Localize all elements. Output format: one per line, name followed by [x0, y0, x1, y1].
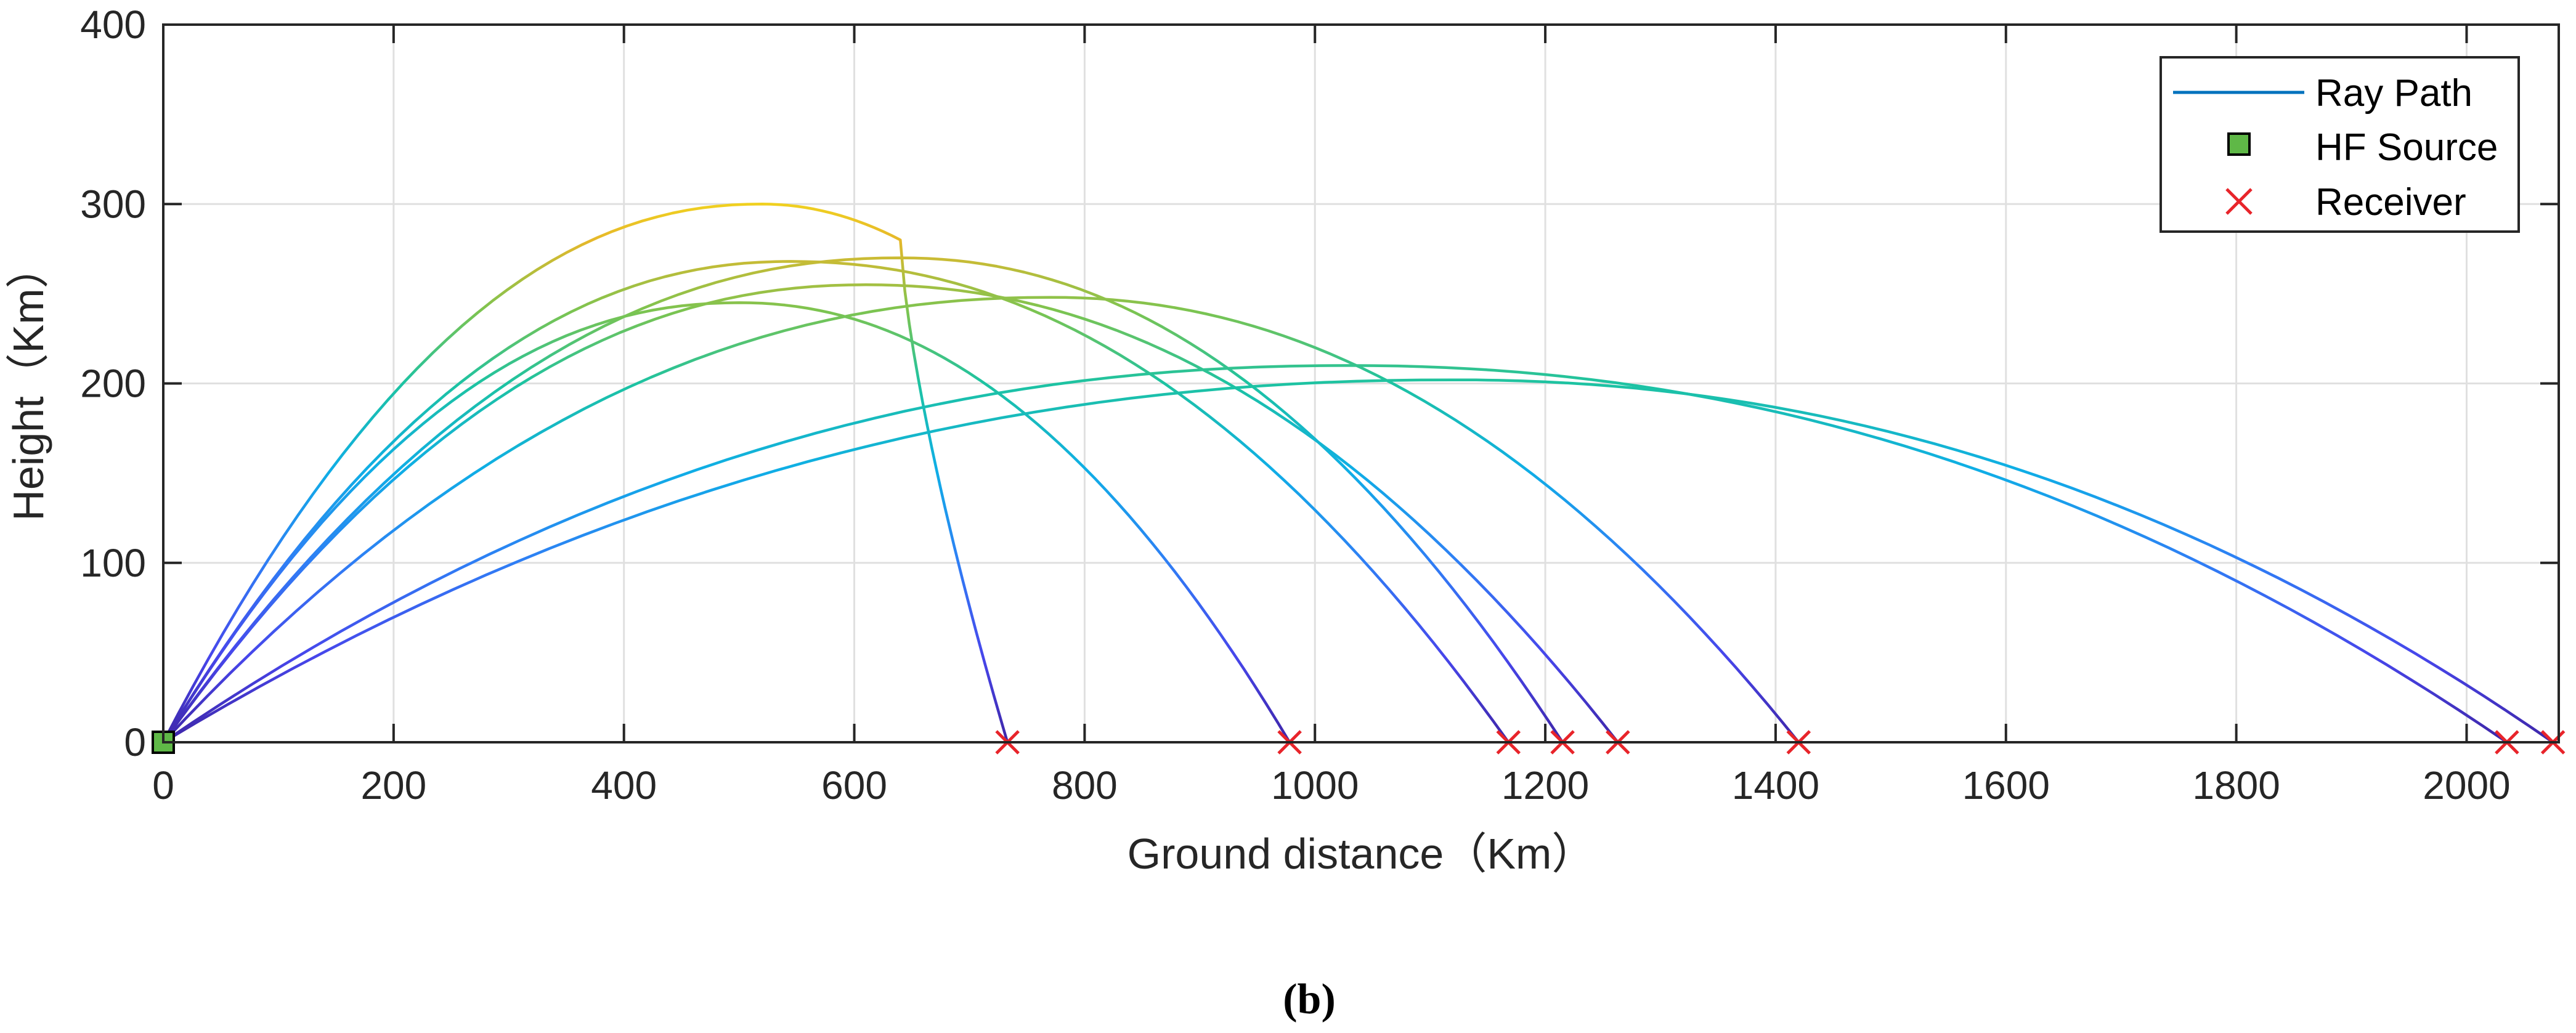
x-tick-label: 1200 — [1501, 763, 1589, 808]
ray-path-ray-5 — [162, 283, 1619, 743]
ray-path-ray-6 — [162, 296, 1800, 743]
ray-path-ray-7 — [162, 364, 2508, 743]
x-tick-label: 0 — [152, 763, 174, 808]
legend: Ray Path HF Source Receiver — [2160, 56, 2520, 233]
y-tick-label: 200 — [80, 362, 146, 406]
x-tick-label: 800 — [1052, 763, 1118, 808]
x-tick-label: 200 — [360, 763, 426, 808]
ray-path-ray-4 — [162, 256, 1564, 743]
legend-label-receiver: Receiver — [2315, 181, 2466, 224]
y-tick-label: 100 — [80, 541, 146, 585]
x-axis-title: Ground distance（Km） — [1128, 830, 1595, 878]
ray-paths — [162, 203, 2554, 743]
legend-label-ray-path: Ray Path — [2315, 72, 2472, 115]
x-tick-label: 400 — [591, 763, 657, 808]
legend-hf-source-swatch — [2227, 132, 2251, 156]
y-tick-label: 400 — [80, 2, 146, 47]
axis-ticks: 0 200 400 600 800 1000 1200 1400 1600 1800 2000 0 10… — [80, 2, 2559, 808]
figure-caption: (b) — [1283, 976, 1336, 1023]
y-tick-label: 300 — [80, 182, 146, 226]
legend-receiver-cross — [2225, 188, 2253, 215]
y-axis-title: Height（Km） — [4, 245, 52, 521]
ray-path-ray-1 — [162, 203, 1009, 743]
ray-path-ray-3 — [162, 260, 1510, 743]
legend-box — [2160, 56, 2520, 233]
x-tick-label: 1600 — [1962, 763, 2050, 808]
x-tick-label: 1800 — [2192, 763, 2280, 808]
y-tick-label: 0 — [124, 720, 146, 764]
x-tick-label: 600 — [821, 763, 887, 808]
x-tick-label: 1000 — [1271, 763, 1359, 808]
ray-path-ray-2 — [162, 301, 1291, 743]
ray-path-ray-8 — [162, 378, 2554, 743]
x-tick-label: 1400 — [1732, 763, 1819, 808]
x-tick-label: 2000 — [2423, 763, 2510, 808]
legend-receiver-swatch — [2225, 188, 2253, 215]
legend-label-hf-source: HF Source — [2315, 126, 2498, 169]
